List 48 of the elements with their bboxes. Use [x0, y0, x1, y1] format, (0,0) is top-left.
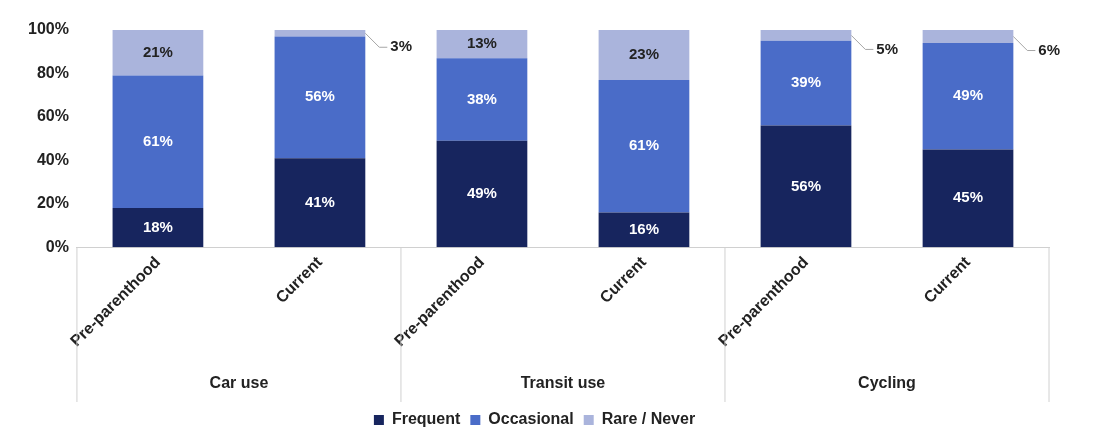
bar [274, 30, 366, 37]
bar [436, 140, 528, 248]
bar [760, 40, 852, 126]
data-label: 49% [466, 184, 497, 202]
data-label: 61% [142, 132, 173, 149]
y-tick-label: 20% [36, 194, 69, 212]
text: Cycling [858, 374, 916, 392]
data-label: 23% [628, 45, 659, 63]
data-label: 45% [952, 188, 984, 206]
bar [922, 43, 1014, 150]
text: Car use [209, 374, 269, 392]
data-label: 56% [790, 176, 821, 194]
legend-label: Rare / Never [601, 410, 696, 428]
data-label: 38% [466, 89, 497, 107]
text: Transit use [520, 374, 606, 392]
bar [274, 158, 366, 248]
y-tick-label: 100% [28, 20, 69, 38]
bar [436, 58, 528, 141]
data-label: 49% [952, 86, 984, 104]
data-label: 56% [304, 87, 335, 105]
y-tick-label: 60% [36, 107, 69, 125]
bar [274, 36, 366, 159]
legend-label: Occasional [488, 410, 574, 428]
data-label: 5% [876, 39, 899, 57]
bar [112, 30, 204, 76]
bar [922, 149, 1014, 248]
data-label: 6% [1038, 40, 1061, 58]
y-tick-label: 40% [36, 150, 69, 168]
data-label: 16% [628, 219, 659, 237]
bar [598, 30, 690, 80]
data-label: 13% [466, 34, 497, 52]
data-label: 41% [304, 192, 335, 210]
y-tick-label: 80% [36, 63, 69, 81]
data-label: 61% [628, 136, 659, 154]
data-label: 39% [790, 73, 821, 91]
legend-label: Frequent [391, 410, 462, 428]
bar [598, 212, 690, 248]
bar [760, 125, 852, 248]
bar [112, 208, 204, 248]
data-label: 21% [142, 42, 173, 60]
bar [598, 79, 690, 213]
bar [922, 30, 1014, 44]
y-tick-label: 0% [45, 237, 69, 255]
bar [112, 75, 204, 209]
bar [760, 30, 852, 41]
data-label: 3% [390, 37, 412, 55]
data-label: 18% [142, 217, 173, 235]
bar [436, 30, 528, 59]
